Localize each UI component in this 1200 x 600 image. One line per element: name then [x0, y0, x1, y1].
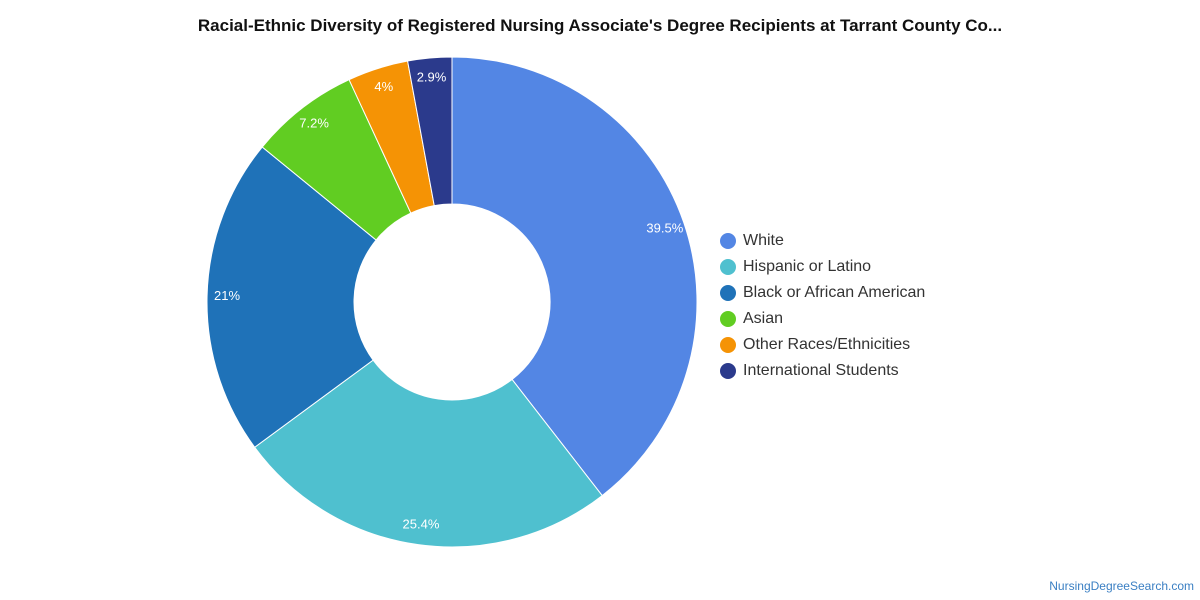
- legend-marker-icon: [720, 363, 736, 379]
- chart-title: Racial-Ethnic Diversity of Registered Nu…: [197, 16, 1003, 35]
- legend-marker-icon: [720, 337, 736, 353]
- slice-label-black-or-african-american: 21%: [214, 288, 240, 303]
- legend-item-hispanic-or-latino[interactable]: Hispanic or Latino: [720, 254, 925, 280]
- slice-label-asian: 7.2%: [299, 116, 329, 131]
- slice-international-students[interactable]: [407, 56, 453, 207]
- legend-label: White: [743, 232, 784, 249]
- slice-hispanic-or-latino[interactable]: [254, 359, 603, 548]
- slice-white[interactable]: [451, 56, 698, 497]
- legend-label: Hispanic or Latino: [743, 258, 872, 275]
- slice-labels: 39.5% 25.4% 21% 7.2% 4% 2.9%: [214, 69, 684, 531]
- legend-marker-icon: [720, 233, 736, 249]
- slice-label-hispanic-or-latino: 25.4%: [403, 516, 440, 531]
- legend-item-international-students[interactable]: International Students: [720, 358, 925, 384]
- source-credit[interactable]: NursingDegreeSearch.com: [1049, 579, 1194, 593]
- legend-label: Black or African American: [743, 284, 926, 301]
- legend-marker-icon: [720, 285, 736, 301]
- slice-black-or-african-american[interactable]: [206, 146, 377, 448]
- legend-item-black-or-african-american[interactable]: Black or African American: [720, 280, 925, 306]
- slice-label-white: 39.5%: [646, 221, 683, 236]
- legend-item-asian[interactable]: Asian: [720, 306, 925, 332]
- donut-slices: [206, 56, 698, 548]
- legend-label: Asian: [743, 310, 784, 327]
- slice-label-international-students: 2.9%: [417, 69, 447, 84]
- legend-marker-icon: [720, 311, 736, 327]
- legend-label: International Students: [743, 362, 899, 379]
- legend-label: Other Races/Ethnicities: [743, 336, 911, 353]
- legend-marker-icon: [720, 259, 736, 275]
- legend-item-white[interactable]: White: [720, 228, 925, 254]
- legend: White Hispanic or Latino Black or African …: [720, 228, 925, 384]
- slice-label-other-races-ethnicities: 4%: [374, 79, 393, 94]
- legend-item-other-races-ethnicities[interactable]: Other Races/Ethnicities: [720, 332, 925, 358]
